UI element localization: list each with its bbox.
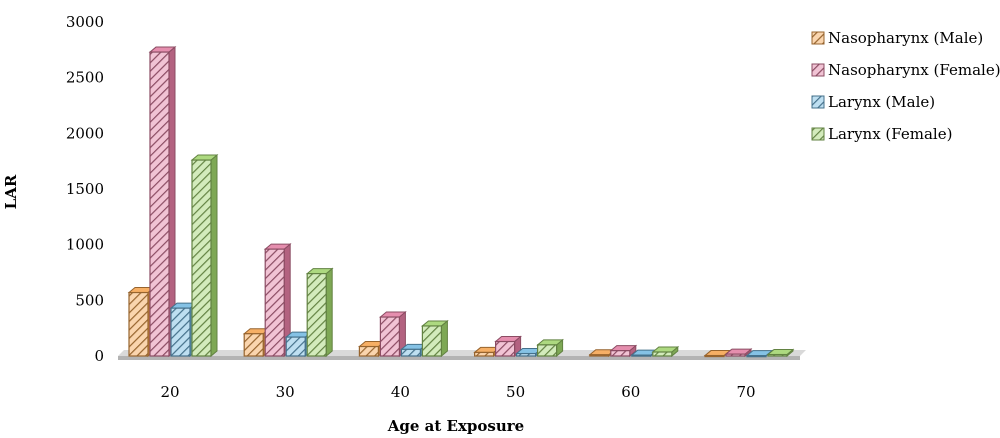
bar — [148, 45, 177, 358]
x-tick-label: 70 — [736, 383, 755, 401]
x-tick-label: 30 — [276, 383, 295, 401]
bar — [651, 345, 680, 358]
y-axis-title: LAR — [2, 174, 20, 209]
y-tick-label: 2000 — [66, 124, 104, 142]
y-tick-label: 500 — [75, 291, 104, 309]
floor-front — [118, 356, 800, 360]
legend-item: Larynx (Female) — [811, 125, 952, 143]
y-tick-label: 1000 — [66, 236, 104, 254]
x-axis-ticks: 20 30 40 50 60 70 — [160, 383, 755, 401]
x-tick-label: 40 — [391, 383, 410, 401]
y-tick-label: 1500 — [66, 180, 104, 198]
bar — [536, 338, 564, 358]
floor-top — [118, 350, 806, 356]
legend-swatch — [811, 63, 825, 77]
legend-label: Larynx (Male) — [828, 93, 935, 111]
legend-swatch — [811, 31, 825, 45]
legend: Nasopharynx (Male) Nasopharynx (Female) La… — [811, 29, 1000, 143]
bar — [263, 243, 292, 358]
legend-label: Nasopharynx (Male) — [828, 29, 983, 47]
legend-item: Nasopharynx (Male) — [811, 29, 983, 47]
x-tick-label: 50 — [506, 383, 525, 401]
y-tick-label: 0 — [94, 347, 104, 365]
y-tick-label: 2500 — [66, 69, 104, 87]
x-tick-label: 60 — [621, 383, 640, 401]
legend-swatch — [811, 127, 825, 141]
y-axis-ticks: 0 500 1000 1500 2000 2500 3000 — [66, 13, 104, 365]
chart-floor — [118, 350, 806, 360]
y-tick-label: 3000 — [66, 13, 104, 31]
bar — [609, 344, 638, 358]
x-tick-label: 20 — [160, 383, 179, 401]
bar — [190, 153, 219, 358]
legend-label: Larynx (Female) — [828, 125, 952, 143]
legend-item: Larynx (Male) — [811, 93, 935, 111]
bar — [766, 348, 795, 358]
legend-item: Nasopharynx (Female) — [811, 61, 1000, 79]
bars — [127, 45, 795, 358]
bar — [724, 348, 753, 358]
bar — [421, 319, 449, 358]
legend-label: Nasopharynx (Female) — [828, 61, 1000, 79]
x-axis-title: Age at Exposure — [387, 417, 524, 435]
bar — [305, 267, 334, 358]
bar — [379, 310, 407, 358]
legend-swatch — [811, 95, 825, 109]
